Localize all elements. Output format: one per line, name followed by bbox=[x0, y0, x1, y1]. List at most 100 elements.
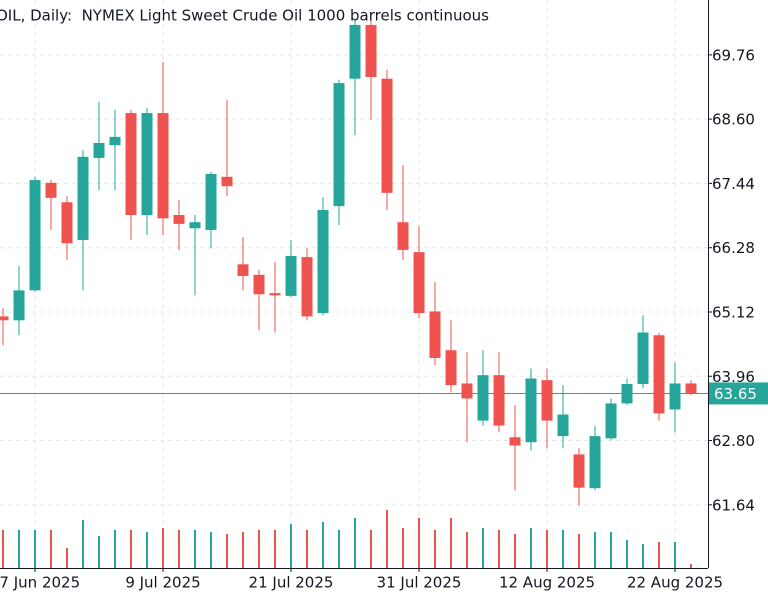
x-tick-label: 21 Jul 2025 bbox=[249, 574, 334, 592]
candle-body bbox=[685, 383, 697, 394]
candle-body bbox=[541, 380, 553, 421]
volume-bar bbox=[466, 532, 468, 568]
volume-bar bbox=[82, 520, 84, 568]
volume-bar bbox=[194, 530, 196, 568]
volume-bar bbox=[642, 544, 644, 568]
candle-body bbox=[237, 264, 249, 276]
volume-bar bbox=[34, 530, 36, 568]
candle-body bbox=[189, 222, 201, 229]
price-label-box bbox=[709, 382, 768, 405]
volume-bar bbox=[386, 510, 388, 568]
volume-bar bbox=[50, 530, 52, 568]
grid bbox=[0, 0, 708, 568]
volume-bar bbox=[306, 530, 308, 568]
volume-bar bbox=[418, 518, 420, 568]
candle-body bbox=[269, 293, 281, 296]
volume-bar bbox=[290, 524, 292, 568]
volume-bar bbox=[226, 534, 228, 568]
volume-bar bbox=[274, 530, 276, 568]
candle-body bbox=[301, 257, 313, 317]
candle-body bbox=[461, 383, 473, 399]
volume-bar bbox=[354, 518, 356, 568]
candle-body bbox=[413, 252, 425, 314]
candle-body bbox=[173, 215, 185, 224]
volume-bar bbox=[130, 530, 132, 568]
y-tick-label: 63.96 bbox=[712, 368, 755, 386]
volume-bar bbox=[530, 528, 532, 568]
candle-body bbox=[13, 290, 25, 321]
volume-bar bbox=[562, 530, 564, 568]
volume-bar bbox=[402, 528, 404, 568]
volume-bar bbox=[66, 548, 68, 568]
candle-body bbox=[445, 350, 457, 386]
candle-body bbox=[653, 335, 665, 414]
volume-bar bbox=[434, 530, 436, 568]
candle-body bbox=[397, 222, 409, 250]
volume-bar bbox=[114, 530, 116, 568]
volume-bar bbox=[482, 528, 484, 568]
plot-area bbox=[0, 19, 697, 568]
candle-body bbox=[61, 202, 73, 244]
x-tick-label: 31 Jul 2025 bbox=[377, 574, 462, 592]
candle-body bbox=[493, 375, 505, 426]
candle-body bbox=[333, 83, 345, 207]
y-tick-label: 69.76 bbox=[712, 46, 755, 64]
volume-bar bbox=[610, 532, 612, 568]
candle-body bbox=[285, 256, 297, 296]
volume-bar bbox=[338, 530, 340, 568]
candle-body bbox=[557, 414, 569, 437]
candle-body bbox=[253, 274, 265, 295]
candle-body bbox=[589, 436, 601, 489]
volume-bar bbox=[2, 530, 4, 568]
candle-body bbox=[637, 332, 649, 385]
volume-bar bbox=[690, 564, 692, 568]
chart-title: OIL, Daily: NYMEX Light Sweet Crude Oil … bbox=[0, 7, 489, 25]
x-tick-label: 9 Jul 2025 bbox=[125, 574, 200, 592]
candle-body bbox=[157, 113, 169, 219]
candle-body bbox=[573, 454, 585, 488]
x-tick-label: 12 Aug 2025 bbox=[499, 574, 595, 592]
volume-bar bbox=[626, 540, 628, 568]
volume-bar bbox=[242, 532, 244, 568]
volume-bar bbox=[322, 522, 324, 568]
candle-body bbox=[317, 210, 329, 314]
candle-body bbox=[0, 316, 9, 321]
candle-body bbox=[381, 78, 393, 193]
candle-body bbox=[205, 174, 217, 230]
y-tick-label: 62.80 bbox=[712, 432, 755, 450]
y-tick-label: 66.28 bbox=[712, 239, 755, 257]
volume-bar bbox=[370, 530, 372, 568]
candle-body bbox=[669, 383, 681, 410]
volume-bar bbox=[178, 530, 180, 568]
y-tick-label: 65.12 bbox=[712, 303, 755, 321]
volume-bar bbox=[514, 534, 516, 568]
y-tick-label: 67.44 bbox=[712, 175, 755, 193]
candle-body bbox=[477, 375, 489, 421]
candle-body bbox=[77, 156, 89, 240]
candle-body bbox=[349, 24, 361, 79]
volume-bar bbox=[674, 542, 676, 568]
y-tick-label: 68.60 bbox=[712, 111, 755, 129]
volume-bar bbox=[162, 528, 164, 568]
volume-bar bbox=[578, 534, 580, 568]
price-label: 63.65 bbox=[714, 385, 757, 403]
volume-bar bbox=[18, 530, 20, 568]
volume-bar bbox=[98, 536, 100, 568]
volume-bar bbox=[258, 530, 260, 568]
candle-body bbox=[141, 113, 153, 216]
candle-body bbox=[605, 403, 617, 439]
volume-bar bbox=[210, 532, 212, 568]
x-tick-label: 27 Jun 2025 bbox=[0, 574, 80, 592]
volume-bar bbox=[658, 542, 660, 568]
volume-bar bbox=[498, 530, 500, 568]
candle-body bbox=[365, 24, 377, 78]
candle-body bbox=[525, 378, 537, 443]
volume-bar bbox=[450, 518, 452, 568]
candle-body bbox=[221, 176, 233, 187]
candle-body bbox=[509, 437, 521, 446]
candle-body bbox=[109, 136, 121, 146]
candle-body bbox=[45, 182, 57, 198]
candle-body bbox=[93, 142, 105, 158]
candle-body bbox=[29, 180, 41, 291]
